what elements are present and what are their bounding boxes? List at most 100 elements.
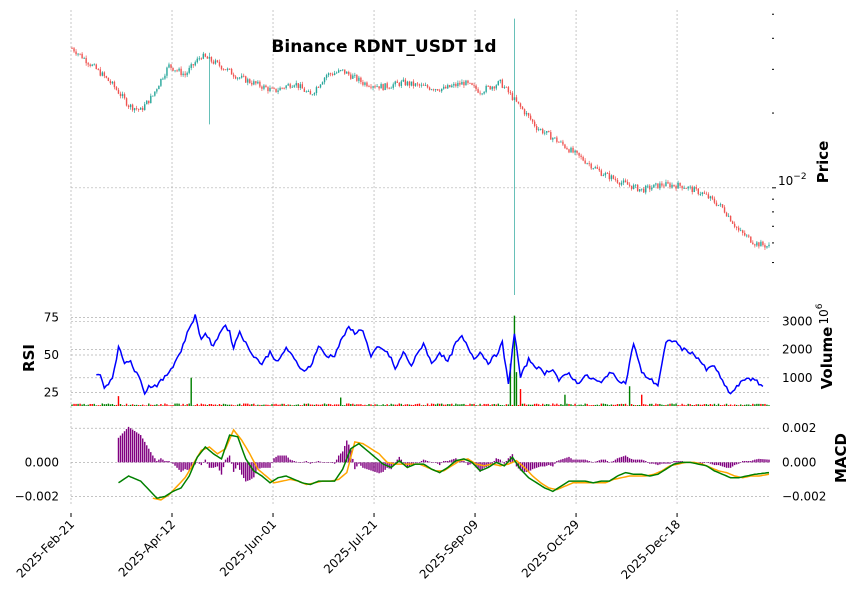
volume-bar — [703, 404, 706, 406]
macd-histogram-bar — [677, 460, 679, 463]
volume-bar — [354, 404, 356, 406]
volume-bar — [495, 404, 497, 406]
candle-body — [265, 85, 267, 88]
macd-histogram-bar — [760, 458, 762, 463]
candle-body — [208, 56, 211, 59]
volume-bar — [667, 404, 669, 406]
volume-bar — [313, 404, 316, 406]
macd-histogram-bar — [420, 460, 423, 463]
volume-bar — [214, 404, 217, 406]
volume-bar — [630, 404, 633, 406]
macd-histogram-bar — [499, 459, 502, 463]
rsi-tick-label: 50 — [44, 348, 59, 362]
macd-histogram-bar — [236, 462, 239, 466]
macd-histogram-bar — [210, 462, 213, 468]
volume-bar — [236, 404, 239, 406]
macd-histogram-bar — [287, 457, 289, 463]
candle-body — [457, 82, 459, 87]
candle-body — [570, 147, 572, 153]
macd-histogram-bar — [602, 459, 605, 463]
macd-histogram-bar — [766, 459, 768, 463]
volume-bar — [758, 403, 760, 406]
candle-body — [430, 89, 433, 91]
candle-body — [643, 188, 645, 193]
candle-body — [422, 84, 425, 86]
volume-bar — [162, 405, 164, 406]
candle-body — [139, 107, 142, 110]
volume-bar — [133, 404, 136, 406]
candle-body — [154, 91, 156, 96]
macd-histogram-bar — [275, 456, 277, 463]
macd-histogram-bar — [443, 460, 445, 463]
volume-bar — [127, 405, 130, 406]
candle-body — [362, 82, 364, 85]
volume-bar — [626, 405, 629, 406]
volume-bar — [558, 404, 560, 406]
candle-body — [764, 245, 766, 248]
macd-histogram-bar — [657, 462, 659, 466]
volume-bar — [467, 405, 469, 406]
candle-body — [259, 81, 261, 87]
volume-bar — [430, 403, 433, 406]
candle-body — [513, 97, 516, 101]
macd-histogram-bar — [737, 462, 740, 464]
volume-bar — [372, 405, 374, 406]
candle-body — [624, 180, 627, 183]
candle-body — [576, 150, 578, 153]
macd-histogram-bar — [491, 462, 493, 464]
volume-bar — [614, 404, 617, 406]
candle-body — [661, 183, 663, 186]
macd-histogram-bar — [735, 462, 738, 465]
candle-body — [562, 141, 564, 145]
macd-histogram-bar — [586, 460, 588, 463]
macd-histogram-bar — [146, 445, 148, 463]
candle-body — [164, 75, 166, 79]
candle-body — [339, 70, 342, 71]
volume-bar — [321, 404, 324, 406]
candle-body — [202, 53, 205, 59]
candle-body — [354, 74, 356, 76]
macd-histogram-bar — [620, 456, 623, 463]
candle-body — [137, 108, 140, 110]
candle-body — [388, 87, 390, 89]
candle-body — [168, 64, 170, 68]
candle-body — [598, 168, 600, 171]
candle-body — [572, 147, 574, 153]
volume-bar — [428, 405, 431, 406]
candle-body — [329, 73, 332, 75]
candle-body — [166, 67, 168, 76]
volume-bar — [293, 405, 295, 406]
volume-bar — [596, 404, 598, 406]
macd-histogram-bar — [150, 452, 152, 463]
volume-bar — [443, 404, 445, 406]
macd-histogram-bar — [257, 462, 259, 470]
candle-body — [554, 137, 556, 139]
candle-body — [687, 186, 689, 189]
volume-bar — [408, 404, 411, 406]
volume-bar — [426, 403, 429, 406]
volume-bar — [735, 404, 738, 406]
candle-body — [546, 131, 548, 133]
volume-bar — [245, 403, 247, 406]
volume-bar — [709, 404, 712, 406]
candle-body — [713, 198, 716, 203]
macd-histogram-bar — [463, 460, 465, 463]
candle-body — [398, 82, 400, 86]
volume-bar — [503, 405, 506, 406]
volume-bar — [87, 404, 89, 406]
candle-body — [616, 179, 619, 183]
volume-bar — [327, 403, 330, 406]
candle-body — [756, 242, 758, 246]
volume-bar — [366, 405, 368, 406]
candle-body — [622, 180, 625, 183]
volume-bar — [453, 405, 455, 406]
macd-histogram-bar — [598, 460, 600, 463]
x-tick-label: 2025-Oct-29 — [519, 517, 582, 580]
volume-bar — [77, 403, 79, 406]
candle-body — [374, 86, 376, 88]
candle-body — [289, 84, 291, 88]
macd-histogram-bar — [416, 462, 419, 463]
candle-body — [742, 230, 744, 233]
candle-body — [418, 84, 421, 86]
candle-body — [162, 78, 164, 80]
